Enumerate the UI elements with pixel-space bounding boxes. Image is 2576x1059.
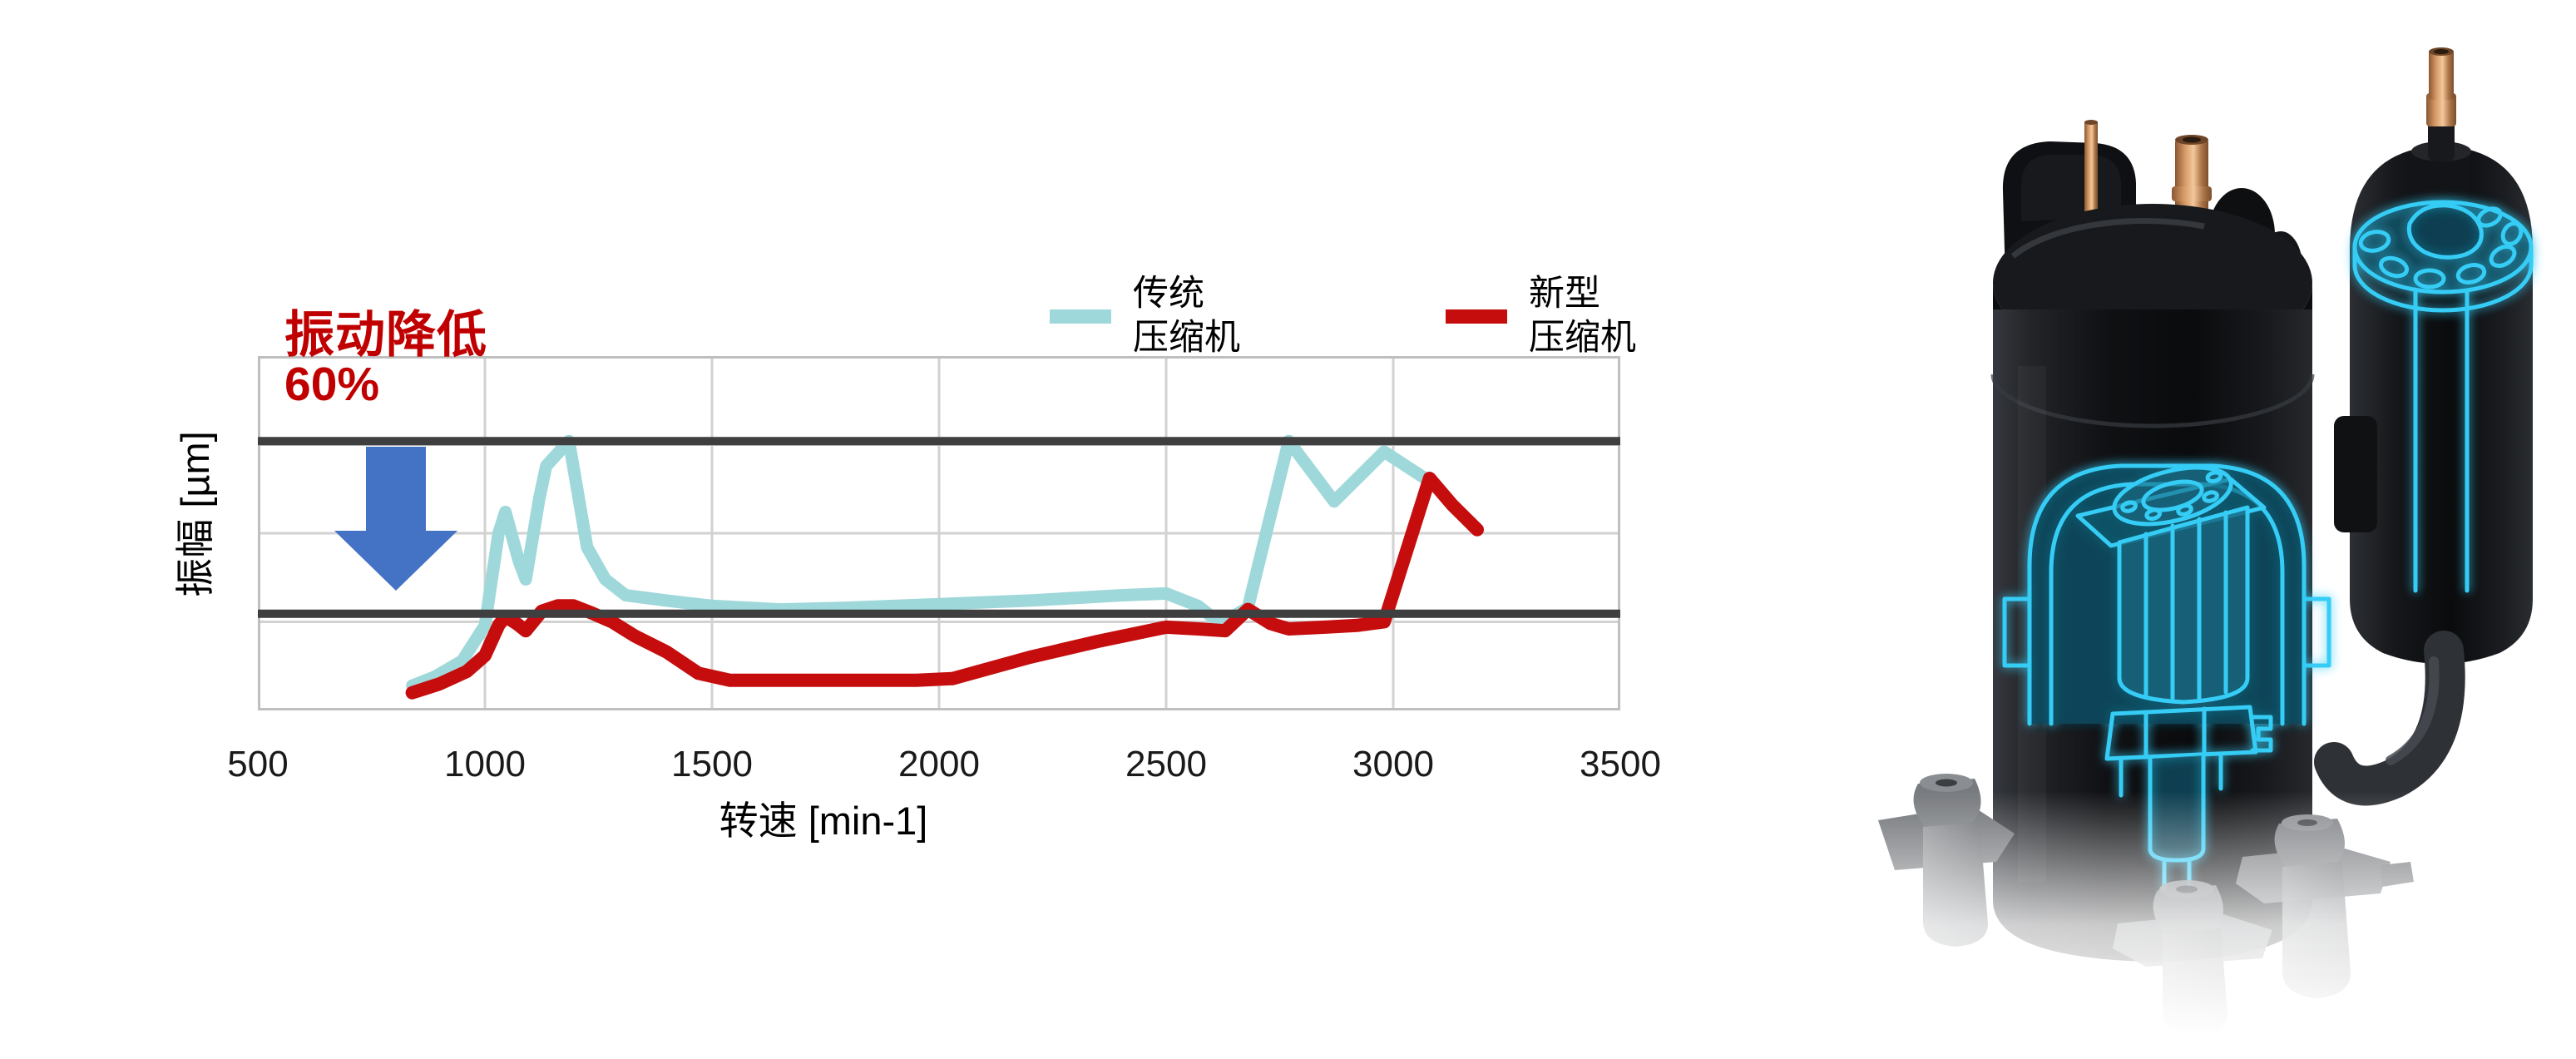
down-arrow-icon	[334, 447, 457, 591]
legend-item-new: 新型 压缩机	[1446, 272, 1636, 360]
x-tick-label: 2500	[1125, 744, 1207, 784]
x-axis-title: 转速 [min-1]	[719, 799, 928, 843]
series-traditional-compressor	[406, 434, 1431, 692]
legend-label-new-line2: 压缩机	[1529, 318, 1636, 358]
x-tick-label: 3500	[1580, 744, 1661, 784]
y-axis-title: 振幅 [µm]	[173, 431, 217, 597]
legend-label-traditional-line1: 传统	[1133, 274, 1204, 314]
series-new-compressor	[405, 472, 1484, 700]
discharge-pipe-small	[2084, 120, 2098, 225]
accumulator-cylinder	[2334, 47, 2533, 664]
plot-area	[258, 356, 1620, 710]
reduction-annotation-title: 振动降低	[284, 307, 487, 363]
legend-label-traditional-line2: 压缩机	[1133, 318, 1240, 358]
x-tick-label: 1500	[671, 744, 753, 784]
legend-swatch-new	[1446, 309, 1507, 324]
x-tick-label: 1000	[444, 744, 526, 784]
suction-pipe-elbow	[2314, 631, 2465, 806]
rotor-bolt-disc	[2112, 465, 2233, 527]
compressor-cutaway-image	[1871, 47, 2576, 1036]
x-tick-label: 3000	[1352, 744, 1434, 784]
bottom-fade	[1871, 790, 2576, 1036]
plot-frame	[258, 356, 1620, 710]
legend-label-new-line1: 新型	[1529, 274, 1600, 314]
accumulator-wireframe	[2352, 200, 2534, 593]
legend-item-traditional: 传统 压缩机	[1050, 272, 1240, 360]
reduction-annotation: 振动降低 60%	[284, 307, 487, 412]
legend-label-new: 新型 压缩机	[1529, 272, 1636, 360]
x-tick-label: 2000	[898, 744, 980, 784]
legend-label-traditional: 传统 压缩机	[1133, 272, 1240, 360]
reduction-annotation-value: 60%	[284, 358, 380, 412]
x-tick-label: 500	[227, 744, 289, 784]
legend-swatch-traditional	[1050, 309, 1111, 324]
accumulator-copper-pipe	[2426, 47, 2456, 126]
